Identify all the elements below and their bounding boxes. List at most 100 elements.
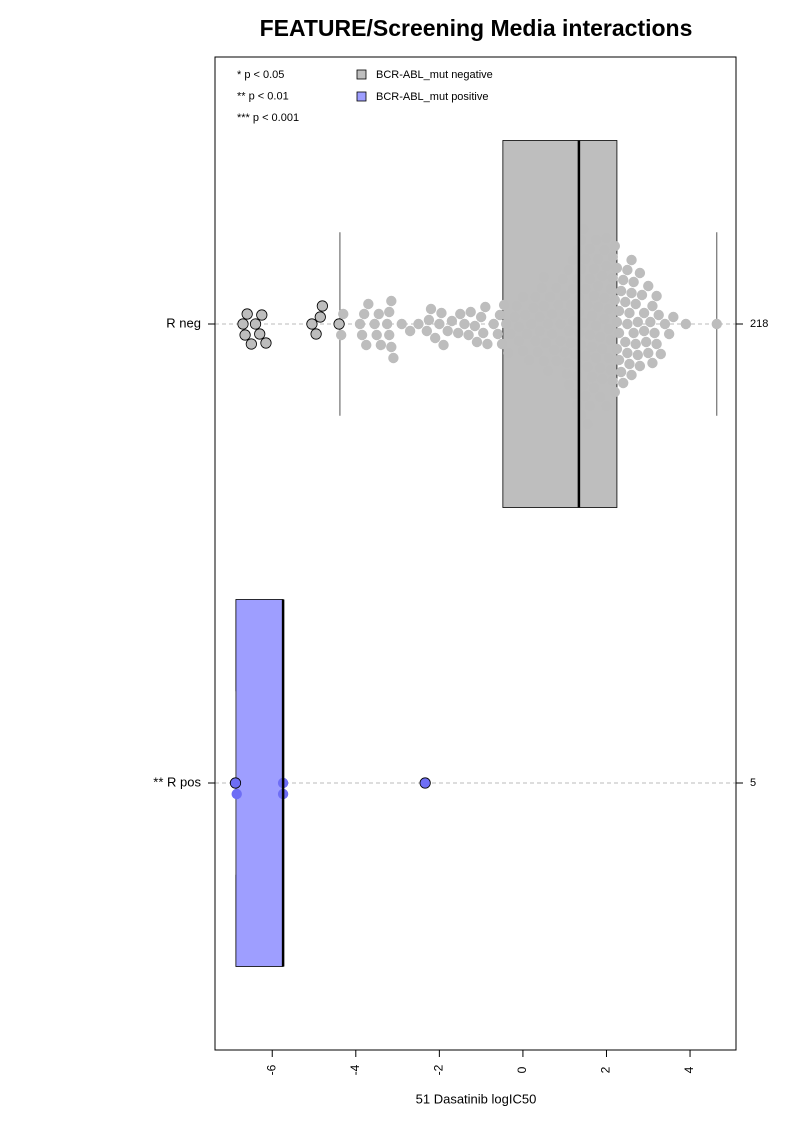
data-point xyxy=(607,272,618,284)
data-point xyxy=(521,328,533,340)
data-point xyxy=(442,325,453,337)
outlier-point xyxy=(333,318,345,330)
data-point xyxy=(438,339,449,351)
data-point xyxy=(563,264,575,276)
data-point xyxy=(388,352,399,364)
data-point xyxy=(565,337,577,349)
x-tick-label: 0 xyxy=(515,1066,529,1073)
x-tick-label: -2 xyxy=(432,1064,446,1075)
outlier-point xyxy=(254,328,266,340)
data-point xyxy=(517,291,529,303)
data-point xyxy=(536,282,547,294)
data-point xyxy=(580,253,591,265)
data-point xyxy=(544,291,556,303)
data-point xyxy=(711,318,722,330)
data-point xyxy=(630,338,641,350)
data-point xyxy=(582,299,593,311)
chart-title: FEATURE/Screening Media interactions xyxy=(260,15,693,41)
legend-label: BCR-ABL_mut negative xyxy=(376,69,493,81)
data-point xyxy=(592,253,604,265)
data-point xyxy=(586,310,598,322)
data-point xyxy=(335,329,347,341)
data-point xyxy=(636,289,648,301)
count-label: 5 xyxy=(750,777,756,789)
data-point xyxy=(617,274,629,286)
data-point xyxy=(469,320,481,332)
data-point xyxy=(492,328,504,340)
data-point xyxy=(580,283,591,295)
data-point xyxy=(494,309,506,321)
data-point xyxy=(557,273,568,285)
data-point xyxy=(555,335,566,347)
data-point xyxy=(590,234,602,246)
outlier-point xyxy=(256,309,268,321)
data-point xyxy=(630,298,641,310)
data-point xyxy=(645,316,656,328)
data-point xyxy=(421,325,433,337)
data-point xyxy=(626,287,637,299)
data-point xyxy=(538,271,550,283)
data-point xyxy=(363,298,374,310)
data-point xyxy=(231,788,242,800)
data-point xyxy=(384,306,395,318)
data-point xyxy=(590,320,602,332)
data-point xyxy=(597,270,608,282)
data-point xyxy=(565,299,577,311)
data-point xyxy=(463,329,474,341)
data-point xyxy=(572,359,583,371)
data-point xyxy=(555,318,566,330)
data-point xyxy=(563,325,575,337)
data-point xyxy=(582,418,593,430)
data-point xyxy=(534,311,545,323)
data-point xyxy=(584,329,595,341)
data-point xyxy=(375,339,387,351)
data-point xyxy=(651,290,662,302)
data-point xyxy=(588,290,600,302)
data-point xyxy=(626,369,637,381)
data-point xyxy=(538,355,550,367)
outlier-point xyxy=(245,338,257,350)
data-point xyxy=(622,347,633,359)
data-point xyxy=(542,318,554,330)
data-point xyxy=(369,318,380,330)
data-point xyxy=(607,251,618,263)
data-point xyxy=(386,295,397,307)
data-point xyxy=(567,315,579,327)
data-point xyxy=(546,308,558,320)
data-point xyxy=(572,399,583,411)
category-label: R neg xyxy=(166,315,201,330)
data-point xyxy=(599,244,610,256)
data-point xyxy=(436,307,447,319)
data-point xyxy=(609,386,621,398)
data-point xyxy=(595,391,606,403)
data-point xyxy=(503,347,514,359)
data-point xyxy=(622,318,633,330)
data-point xyxy=(553,299,564,311)
legend-swatch xyxy=(356,69,367,80)
data-point xyxy=(643,280,654,292)
data-point xyxy=(580,390,591,402)
data-point xyxy=(519,309,531,321)
data-point xyxy=(354,318,366,330)
data-point xyxy=(609,294,621,306)
outlier-point xyxy=(419,777,431,789)
data-point xyxy=(488,318,499,330)
data-point xyxy=(603,352,614,364)
data-point xyxy=(601,400,612,412)
data-point xyxy=(338,308,349,320)
data-point xyxy=(622,264,633,276)
data-point xyxy=(605,334,616,346)
data-point xyxy=(534,325,545,337)
significance-note: ** p < 0.01 xyxy=(237,90,289,102)
data-point xyxy=(523,354,535,366)
outlier-point xyxy=(241,308,253,320)
data-point xyxy=(540,337,552,349)
x-tick-label: 2 xyxy=(599,1066,613,1073)
data-point xyxy=(356,329,368,341)
data-point xyxy=(567,254,579,266)
data-point xyxy=(659,318,671,330)
x-tick-label: -6 xyxy=(264,1064,278,1075)
x-tick-label: -4 xyxy=(348,1064,362,1075)
data-point xyxy=(517,345,529,357)
data-point xyxy=(595,331,606,343)
